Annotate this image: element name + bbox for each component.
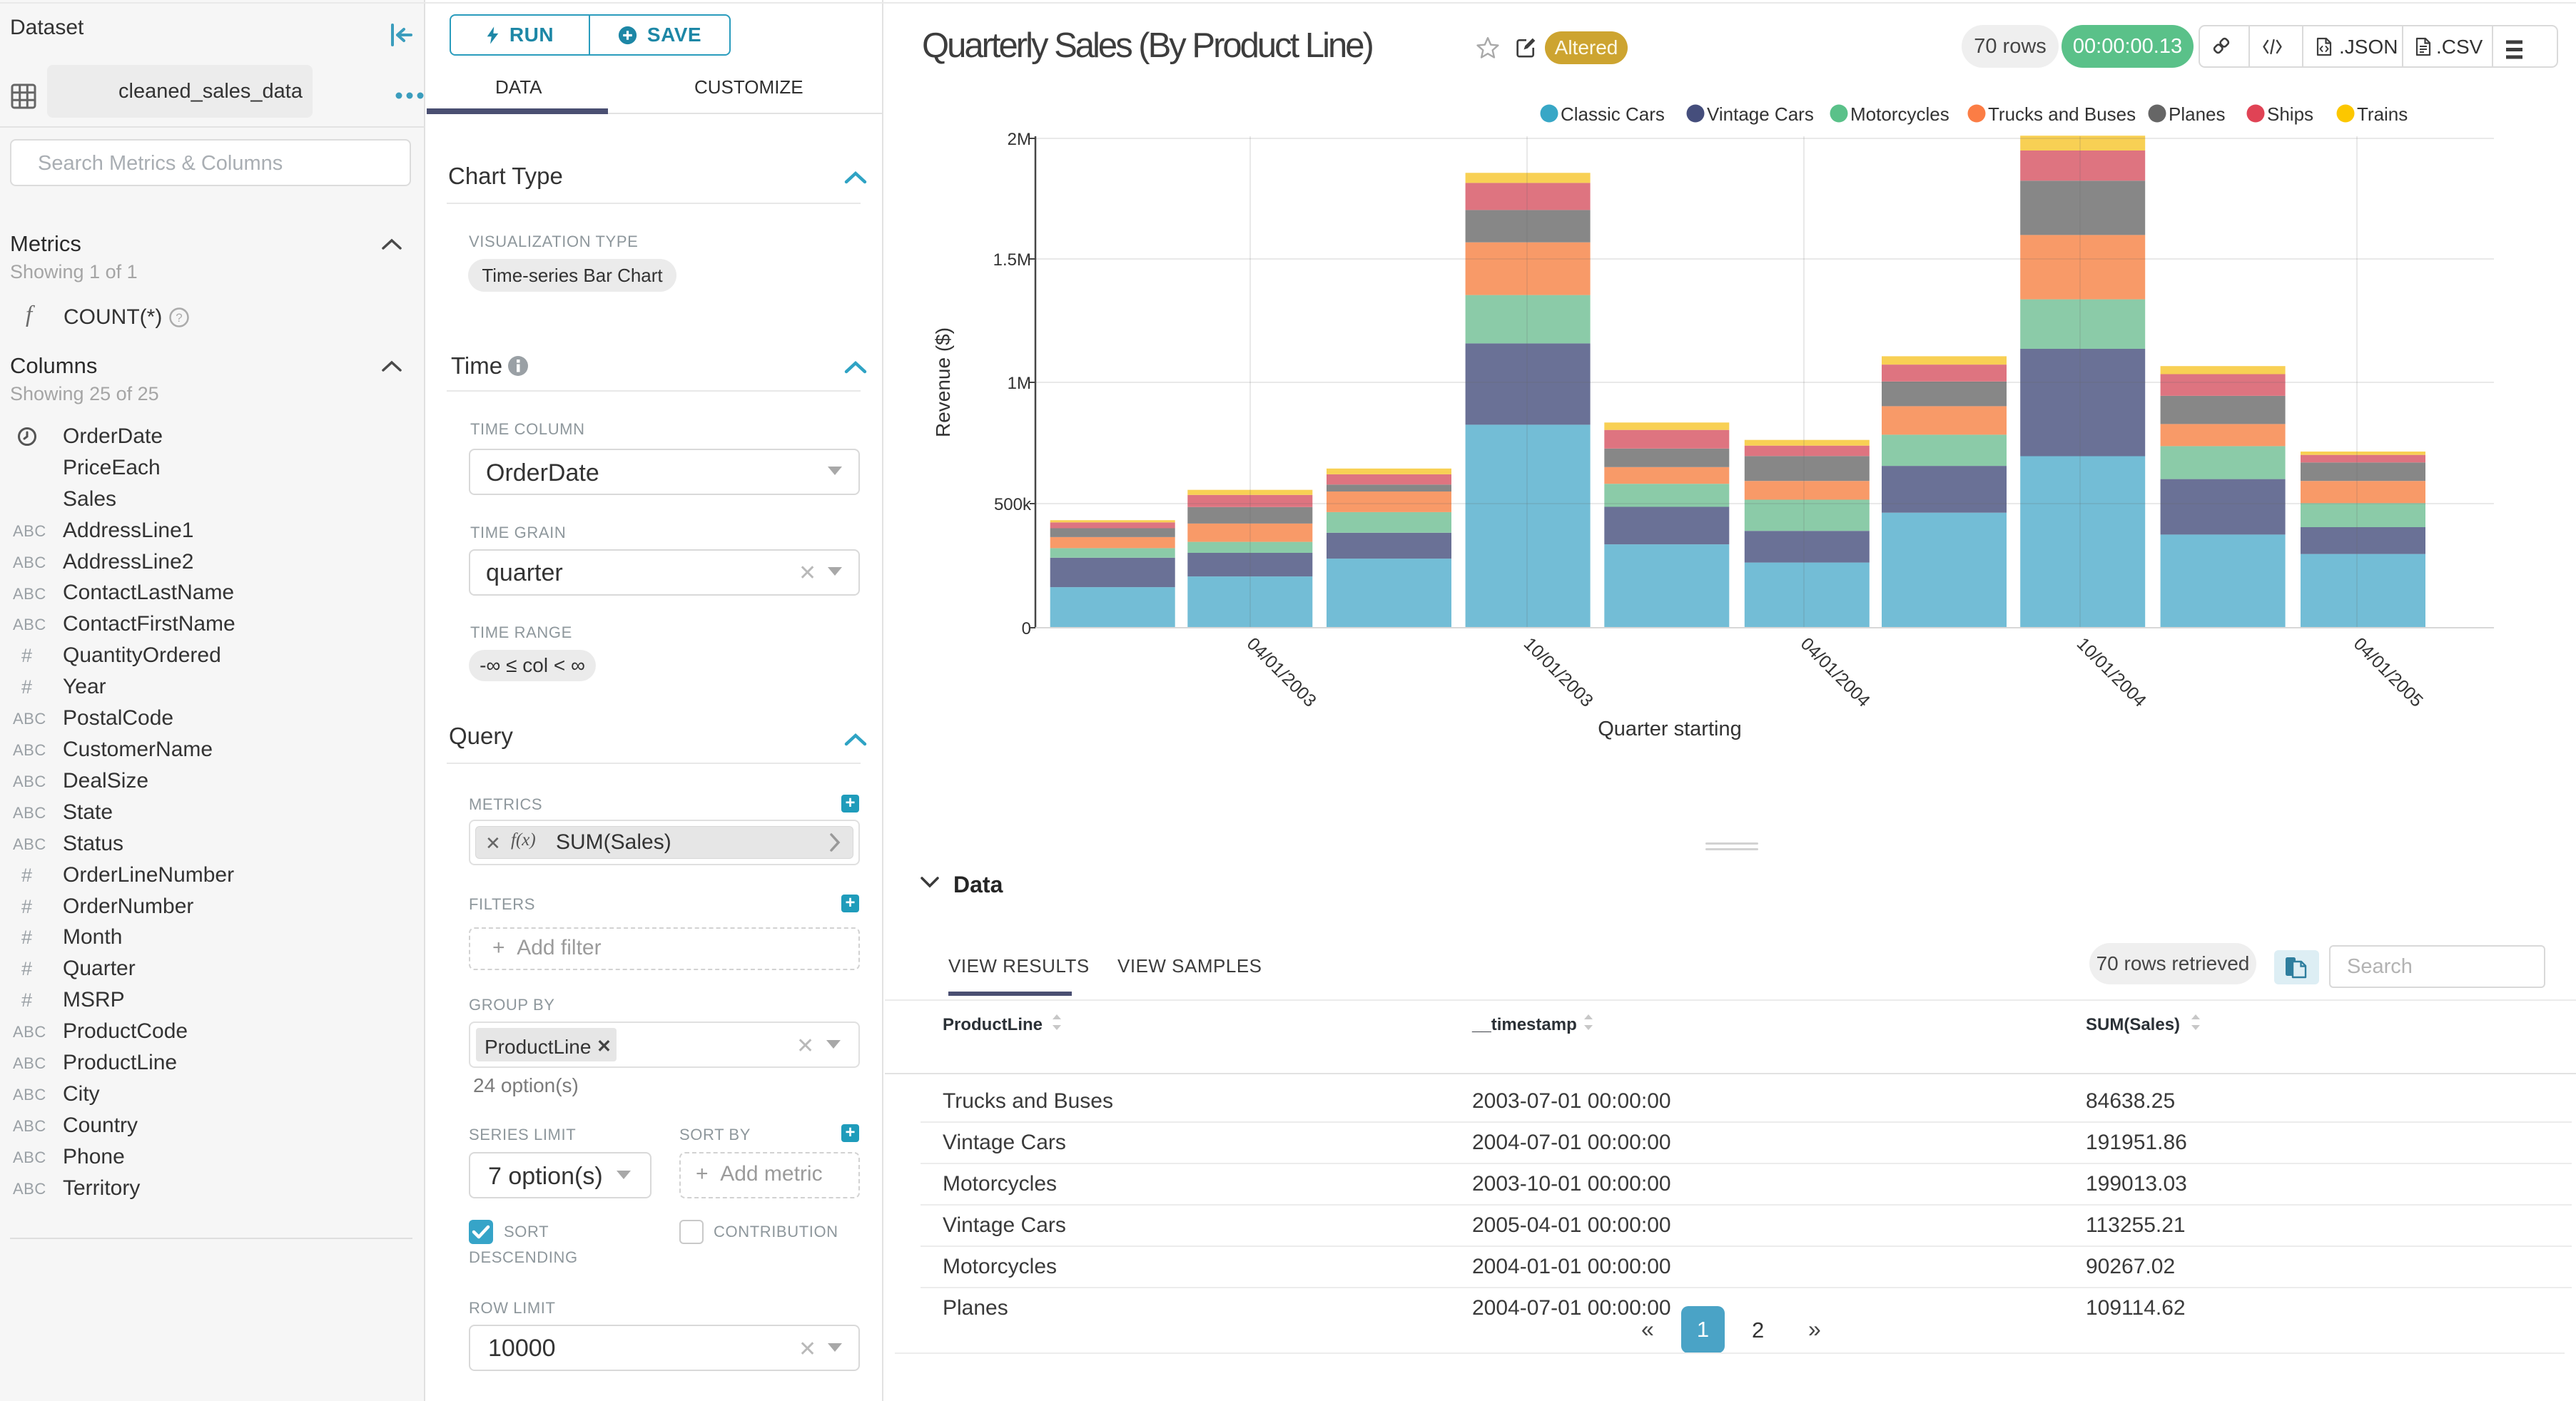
svg-text:04/01/2004: 04/01/2004	[1797, 633, 1874, 710]
svg-text:Classic Cars: Classic Cars	[1561, 103, 1665, 125]
svg-text:2M: 2M	[1008, 130, 1031, 149]
svg-text:1M: 1M	[1008, 374, 1031, 393]
svg-text:04/01/2003: 04/01/2003	[1243, 633, 1320, 710]
svg-text:500k: 500k	[994, 495, 1032, 514]
svg-text:Ships: Ships	[2267, 103, 2313, 125]
svg-text:Revenue ($): Revenue ($)	[932, 327, 954, 437]
svg-text:1.5M: 1.5M	[993, 250, 1031, 270]
svg-text:Motorcycles: Motorcycles	[1850, 103, 1949, 125]
svg-text:10/01/2004: 10/01/2004	[2073, 633, 2150, 710]
svg-text:0: 0	[1022, 619, 1031, 638]
svg-text:04/01/2005: 04/01/2005	[2350, 633, 2427, 710]
svg-text:?: ?	[176, 311, 182, 325]
svg-text:10/01/2003: 10/01/2003	[1520, 633, 1597, 710]
svg-text:Quarter starting: Quarter starting	[1598, 718, 1741, 740]
svg-text:Trucks and Buses: Trucks and Buses	[1988, 103, 2136, 125]
svg-text:Planes: Planes	[2169, 103, 2226, 125]
svg-text:Trains: Trains	[2357, 103, 2408, 125]
svg-text:Vintage Cars: Vintage Cars	[1707, 103, 1814, 125]
